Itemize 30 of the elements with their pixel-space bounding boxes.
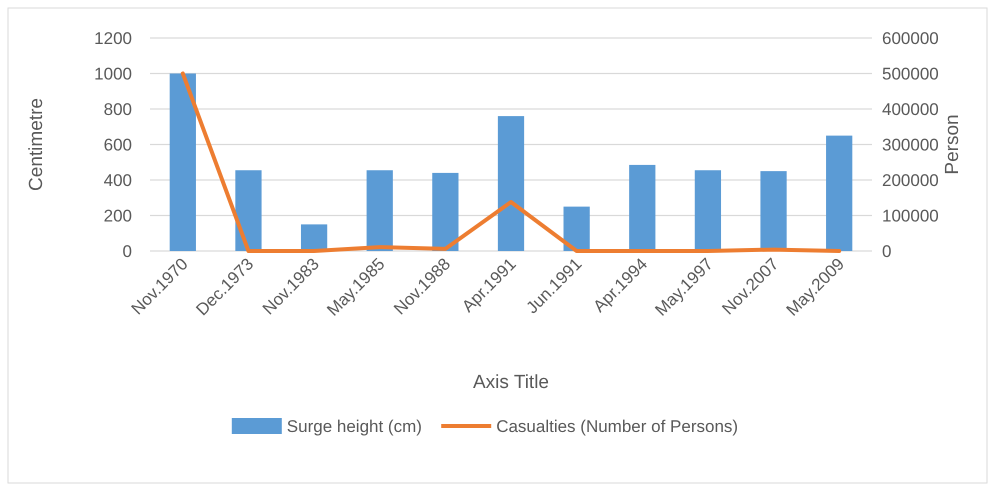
y-axis-title: Centimetre bbox=[26, 98, 47, 191]
y2-tick-label: 600000 bbox=[882, 28, 939, 48]
y-tick-label: 600 bbox=[104, 135, 132, 154]
y2-tick-label: 0 bbox=[882, 242, 892, 261]
y2-tick-label: 400000 bbox=[882, 100, 939, 119]
bar bbox=[629, 164, 656, 251]
legend-label: Surge height (cm) bbox=[286, 416, 422, 436]
y-tick-label: 800 bbox=[104, 100, 132, 119]
bar bbox=[366, 170, 393, 251]
bar bbox=[826, 136, 852, 251]
y2-tick-label: 200000 bbox=[882, 170, 939, 190]
y-tick-label: 400 bbox=[104, 170, 132, 190]
y-tick-label: 200 bbox=[104, 206, 132, 226]
bar bbox=[432, 172, 458, 251]
bar bbox=[694, 170, 722, 251]
bar bbox=[300, 224, 328, 251]
bar bbox=[564, 206, 590, 251]
bar bbox=[235, 170, 262, 251]
y2-axis-title: Person bbox=[942, 114, 963, 175]
legend-label: Casualties (Number of Persons) bbox=[496, 416, 738, 436]
y-tick-label: 1200 bbox=[94, 28, 132, 48]
y2-tick-label: 500000 bbox=[882, 64, 939, 84]
bar bbox=[170, 74, 196, 251]
y-tick-label: 1000 bbox=[94, 64, 132, 84]
y-tick-label: 0 bbox=[122, 242, 132, 261]
bar bbox=[498, 116, 524, 251]
y2-tick-label: 100000 bbox=[882, 206, 939, 226]
line-series bbox=[180, 72, 842, 253]
x-axis-title: Axis Title bbox=[472, 372, 550, 393]
y2-tick-label: 300000 bbox=[882, 135, 939, 154]
